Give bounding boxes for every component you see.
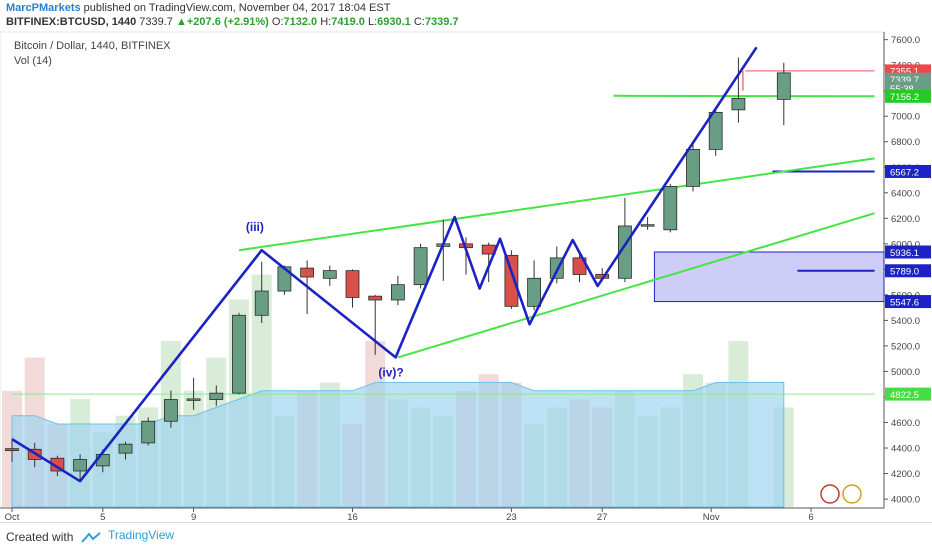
candle-body <box>255 291 268 315</box>
candle-body <box>346 271 359 298</box>
high-label: H: <box>320 16 331 28</box>
price-change: +207.6 (+2.91%) <box>187 16 269 28</box>
x-tick-label: 9 <box>191 512 196 522</box>
candle-body <box>641 225 654 227</box>
low-label: L: <box>368 16 377 28</box>
price-label: 5547.6 <box>890 297 919 308</box>
candle-body <box>6 449 19 451</box>
y-tick-label: 5400.0 <box>891 316 920 327</box>
price-chart[interactable]: 4000.04200.04400.04600.04800.05000.05200… <box>0 30 932 522</box>
x-tick-label: 6 <box>808 512 813 522</box>
y-tick-label: 7000.0 <box>891 112 920 123</box>
price-label: 6567.2 <box>890 167 919 178</box>
high-value: 7419.0 <box>331 16 365 28</box>
last-price: 7339.7 <box>139 16 173 28</box>
open-label: O: <box>272 16 284 28</box>
x-tick-label: Oct <box>5 512 20 522</box>
y-tick-label: 4200.0 <box>891 469 920 480</box>
candle-body <box>391 285 404 300</box>
price-label: 7156.2 <box>890 92 919 103</box>
close-value: 7339.7 <box>425 16 459 28</box>
y-tick-label: 6200.0 <box>891 214 920 225</box>
y-tick-label: 7600.0 <box>891 35 920 46</box>
support-box <box>654 252 884 302</box>
candle-body <box>687 149 700 186</box>
x-tick-label: 5 <box>100 512 105 522</box>
author-name[interactable]: MarcPMarkets <box>6 2 81 14</box>
y-tick-label: 4400.0 <box>891 444 920 455</box>
chart-header: MarcPMarkets published on TradingView.co… <box>0 0 932 30</box>
y-tick-label: 4000.0 <box>891 495 920 506</box>
symbol-label: BITFINEX:BTCUSD, 1440 <box>6 16 136 28</box>
candle-body <box>664 186 677 229</box>
y-tick-label: 5200.0 <box>891 341 920 352</box>
candle-body <box>369 296 382 300</box>
candle-body <box>74 460 87 471</box>
x-tick-label: 23 <box>506 512 517 522</box>
chart-title: Bitcoin / Dollar, 1440, BITFINEX <box>14 40 171 52</box>
tradingview-cloud-icon <box>80 531 102 544</box>
candle-body <box>323 271 336 279</box>
open-value: 7132.0 <box>284 16 318 28</box>
wave-label: (iii) <box>246 220 264 234</box>
x-tick-label: 27 <box>597 512 608 522</box>
volume-indicator-label[interactable]: Vol (14) <box>14 55 52 67</box>
low-value: 6930.1 <box>377 16 411 28</box>
candle-body <box>210 393 223 399</box>
footer: Created with TradingView <box>0 522 932 551</box>
candle-body <box>142 421 155 443</box>
created-with-text: Created with <box>6 530 73 544</box>
x-tick-label: 16 <box>347 512 358 522</box>
up-arrow-icon: ▲ <box>176 16 187 28</box>
y-tick-label: 5000.0 <box>891 367 920 378</box>
close-label: C: <box>414 16 425 28</box>
published-text: published on TradingView.com, November 0… <box>81 2 391 14</box>
price-label: 4822.5 <box>890 390 919 401</box>
publish-line: MarcPMarkets published on TradingView.co… <box>6 2 390 14</box>
candle-body <box>709 112 722 149</box>
ohlc-line: BITFINEX:BTCUSD, 1440 7339.7 ▲+207.6 (+2… <box>6 16 459 28</box>
candle-body <box>119 444 132 453</box>
price-label: 5789.0 <box>890 267 919 278</box>
candle-body <box>301 268 314 277</box>
candle-body <box>187 399 200 401</box>
wave-label: (iv)? <box>378 366 403 380</box>
y-tick-label: 6800.0 <box>891 137 920 148</box>
candle-body <box>233 315 246 393</box>
x-tick-label: Nov <box>703 512 720 522</box>
candle-body <box>732 98 745 109</box>
tradingview-brand[interactable]: TradingView <box>108 528 174 542</box>
flag-icon <box>843 485 861 503</box>
y-tick-label: 6400.0 <box>891 188 920 199</box>
candle-body <box>164 400 177 422</box>
flag-icon <box>821 485 839 503</box>
candle-body <box>777 73 790 100</box>
price-label: 5936.1 <box>890 248 919 259</box>
y-tick-label: 4600.0 <box>891 418 920 429</box>
candle-body <box>528 278 541 306</box>
candle-body <box>414 248 427 285</box>
